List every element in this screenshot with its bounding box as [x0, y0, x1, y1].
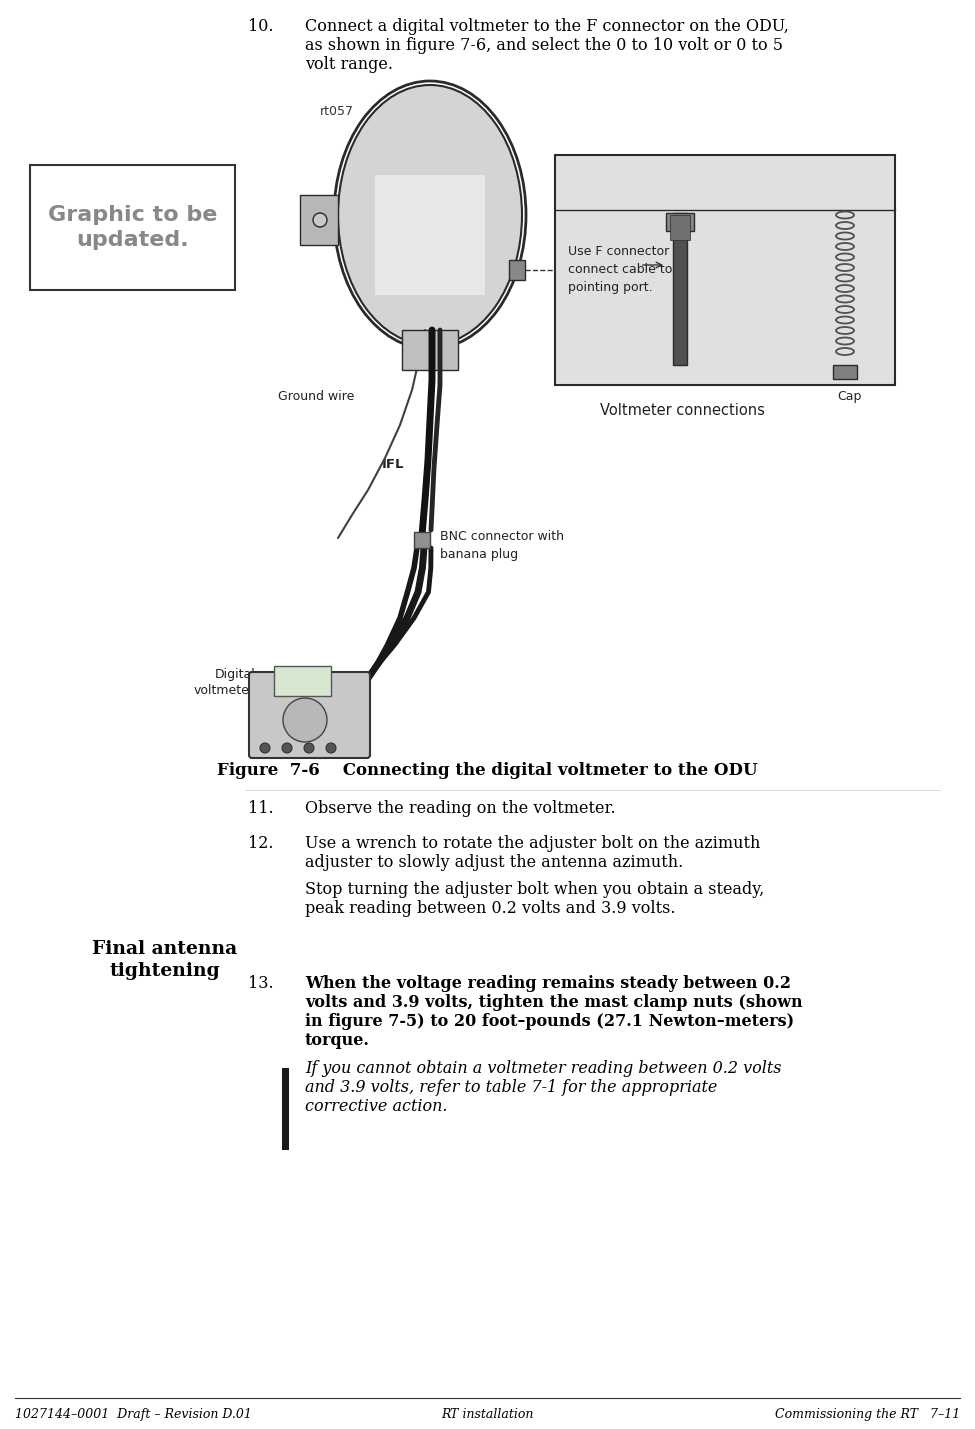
- FancyBboxPatch shape: [509, 260, 525, 280]
- FancyBboxPatch shape: [555, 154, 895, 384]
- Circle shape: [313, 213, 327, 227]
- Text: Connect a digital voltmeter to the F connector on the ODU,: Connect a digital voltmeter to the F con…: [305, 19, 789, 34]
- FancyBboxPatch shape: [414, 532, 430, 547]
- Text: rt057: rt057: [320, 104, 354, 119]
- Text: IFL: IFL: [382, 459, 405, 472]
- Text: tightening: tightening: [109, 962, 220, 980]
- FancyBboxPatch shape: [402, 330, 458, 370]
- FancyBboxPatch shape: [375, 174, 485, 294]
- Text: voltmeter: voltmeter: [194, 684, 255, 697]
- Text: 13.: 13.: [248, 975, 274, 992]
- FancyBboxPatch shape: [670, 214, 690, 240]
- Text: corrective action.: corrective action.: [305, 1097, 448, 1115]
- Text: volt range.: volt range.: [305, 56, 393, 73]
- Text: 12.: 12.: [248, 835, 274, 852]
- Ellipse shape: [338, 84, 522, 344]
- Text: RT installation: RT installation: [441, 1408, 533, 1420]
- Text: Ground wire: Ground wire: [278, 390, 354, 403]
- Text: as shown in figure 7-6, and select the 0 to 10 volt or 0 to 5: as shown in figure 7-6, and select the 0…: [305, 37, 783, 54]
- FancyBboxPatch shape: [666, 213, 694, 231]
- Circle shape: [282, 743, 292, 753]
- Text: When the voltage reading remains steady between 0.2: When the voltage reading remains steady …: [305, 975, 791, 992]
- Text: Voltmeter connections: Voltmeter connections: [600, 403, 764, 419]
- FancyBboxPatch shape: [300, 194, 338, 244]
- Text: volts and 3.9 volts, tighten the mast clamp nuts (shown: volts and 3.9 volts, tighten the mast cl…: [305, 995, 802, 1010]
- FancyBboxPatch shape: [274, 666, 331, 696]
- Text: torque.: torque.: [305, 1032, 370, 1049]
- Text: BNC connector with
banana plug: BNC connector with banana plug: [440, 530, 564, 562]
- Text: Stop turning the adjuster bolt when you obtain a steady,: Stop turning the adjuster bolt when you …: [305, 882, 764, 897]
- Text: and 3.9 volts, refer to table 7-1 for the appropriate: and 3.9 volts, refer to table 7-1 for th…: [305, 1079, 718, 1096]
- Text: Use F connector to
connect cable to
pointing port.: Use F connector to connect cable to poin…: [568, 244, 685, 294]
- Text: If you cannot obtain a voltmeter reading between 0.2 volts: If you cannot obtain a voltmeter reading…: [305, 1060, 782, 1077]
- Text: adjuster to slowly adjust the antenna azimuth.: adjuster to slowly adjust the antenna az…: [305, 855, 683, 872]
- Text: Digital: Digital: [214, 667, 255, 682]
- Text: peak reading between 0.2 volts and 3.9 volts.: peak reading between 0.2 volts and 3.9 v…: [305, 900, 676, 917]
- Circle shape: [304, 743, 314, 753]
- Text: in figure 7-5) to 20 foot–pounds (27.1 Newton–meters): in figure 7-5) to 20 foot–pounds (27.1 N…: [305, 1013, 794, 1030]
- Text: Final antenna: Final antenna: [93, 940, 238, 957]
- Circle shape: [283, 697, 327, 742]
- FancyBboxPatch shape: [833, 364, 857, 379]
- Text: 1027144–0001  Draft – Revision D.01: 1027144–0001 Draft – Revision D.01: [15, 1408, 252, 1420]
- Text: Commissioning the RT   7–11: Commissioning the RT 7–11: [775, 1408, 960, 1420]
- Text: Cap: Cap: [837, 390, 861, 403]
- Text: 10.: 10.: [248, 19, 274, 34]
- Text: Use a wrench to rotate the adjuster bolt on the azimuth: Use a wrench to rotate the adjuster bolt…: [305, 835, 760, 852]
- FancyBboxPatch shape: [249, 672, 370, 757]
- Text: Figure  7-6    Connecting the digital voltmeter to the ODU: Figure 7-6 Connecting the digital voltme…: [216, 762, 758, 779]
- Text: Graphic to be
updated.: Graphic to be updated.: [48, 204, 217, 250]
- Circle shape: [260, 743, 270, 753]
- FancyBboxPatch shape: [30, 164, 235, 290]
- FancyBboxPatch shape: [282, 1067, 289, 1150]
- Text: Observe the reading on the voltmeter.: Observe the reading on the voltmeter.: [305, 800, 615, 817]
- FancyBboxPatch shape: [673, 213, 687, 364]
- Text: 11.: 11.: [248, 800, 274, 817]
- Circle shape: [326, 743, 336, 753]
